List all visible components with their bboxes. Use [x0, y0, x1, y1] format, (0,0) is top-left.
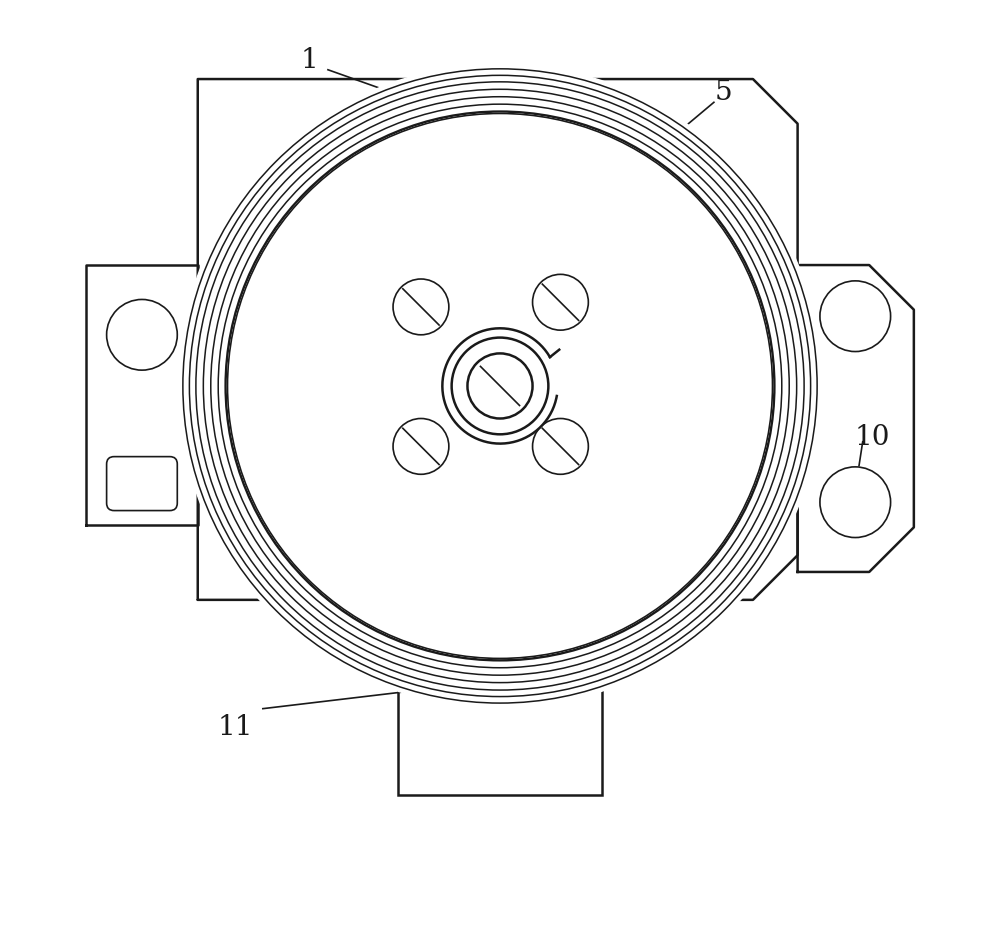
Circle shape — [228, 113, 772, 658]
Circle shape — [452, 338, 548, 434]
Polygon shape — [798, 265, 914, 572]
Circle shape — [393, 418, 449, 474]
Text: 1: 1 — [300, 46, 318, 74]
Circle shape — [467, 353, 533, 418]
Circle shape — [178, 64, 822, 708]
Circle shape — [533, 418, 588, 474]
Bar — [398, 595, 602, 795]
Text: 11: 11 — [217, 713, 253, 741]
Circle shape — [107, 299, 177, 370]
Circle shape — [393, 279, 449, 335]
Circle shape — [533, 274, 588, 330]
Text: 10: 10 — [854, 423, 890, 451]
Polygon shape — [198, 79, 798, 600]
Bar — [398, 595, 602, 795]
Polygon shape — [86, 265, 198, 525]
Circle shape — [820, 467, 891, 538]
Circle shape — [442, 328, 558, 444]
Circle shape — [820, 281, 891, 352]
FancyBboxPatch shape — [107, 457, 177, 511]
Text: 5: 5 — [714, 79, 732, 107]
